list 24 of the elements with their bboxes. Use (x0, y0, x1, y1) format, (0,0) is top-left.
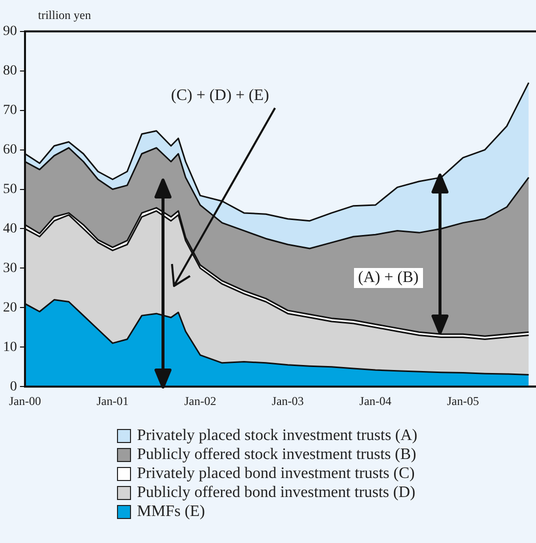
y-tick-label: 50 (3, 182, 17, 197)
annotation: (A) + (B) (354, 268, 423, 288)
x-tick-label: Jan-01 (96, 394, 129, 408)
legend-label: Privately placed bond investment trusts (C) (137, 464, 415, 483)
y-tick-label: 40 (3, 221, 17, 236)
x-tick-label: Jan-04 (359, 394, 392, 408)
y-tick-label: 10 (3, 340, 17, 355)
legend-label: Privately placed stock investment trusts (A) (137, 426, 418, 445)
y-tick-label: 90 (3, 24, 17, 40)
y-axis-title: trillion yen (38, 8, 91, 23)
y-tick-label: 0 (10, 379, 17, 394)
y-tick-label: 60 (3, 142, 17, 158)
x-tick-label: Jan-02 (184, 394, 216, 408)
y-tick-label: 20 (3, 300, 17, 316)
x-tick-label: Jan-00 (9, 394, 41, 408)
legend-label: Publicly offered stock investment trusts (B) (137, 445, 416, 464)
y-tick-label: 80 (3, 64, 17, 79)
x-tick-label: Jan-05 (447, 394, 479, 408)
legend-label: Publicly offered bond investment trusts (D) (137, 483, 416, 502)
legend-label: MMFs (E) (137, 502, 206, 521)
y-tick-label: 30 (3, 260, 17, 276)
x-tick-label: Jan-03 (272, 394, 304, 408)
annotation: (C) + (D) + (E) (170, 86, 270, 106)
y-tick-label: 70 (3, 103, 17, 118)
